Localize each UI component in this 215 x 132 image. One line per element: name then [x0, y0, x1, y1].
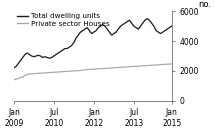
Legend: Total dwelling units, Private sector Houses: Total dwelling units, Private sector Hou… — [17, 13, 110, 27]
Y-axis label: no.: no. — [198, 0, 211, 9]
